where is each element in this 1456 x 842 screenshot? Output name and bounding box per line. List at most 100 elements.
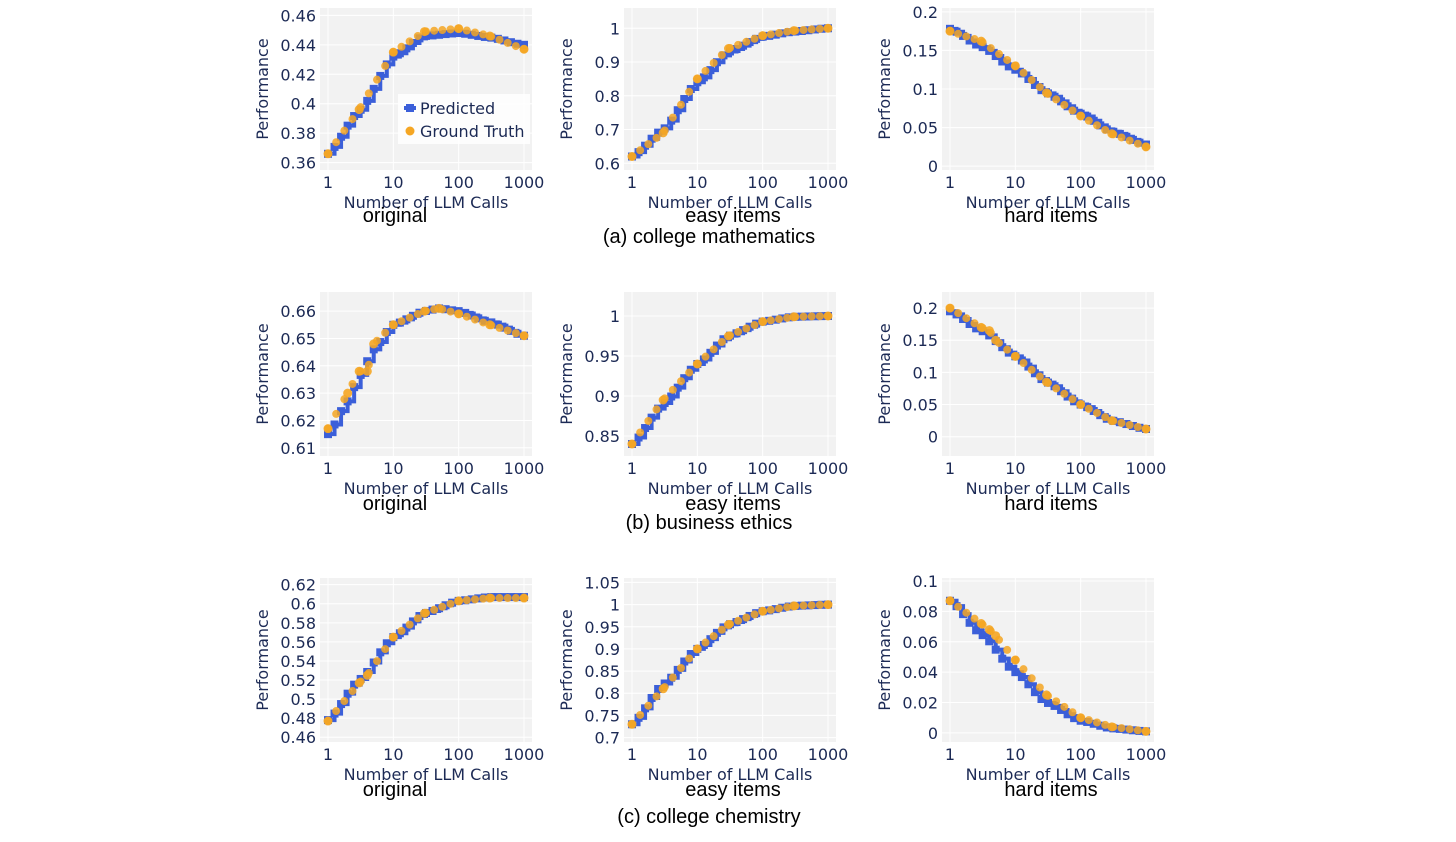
ground-truth-point (824, 600, 832, 609)
ground-truth-point (422, 608, 430, 617)
predicted-marker (1037, 695, 1046, 704)
predicted-marker (402, 623, 411, 632)
ground-truth-point (775, 315, 783, 324)
y-tick-label: 0.1 (913, 363, 938, 382)
predicted-marker (680, 374, 689, 383)
y-axis-title: Performance (557, 38, 576, 139)
ground-truth-point (734, 40, 743, 49)
ground-truth-point (471, 28, 479, 37)
group-caption: (a) college mathematics (603, 226, 815, 248)
ground-truth-point (962, 314, 971, 323)
ground-truth-point (1068, 708, 1077, 717)
predicted-marker (673, 106, 682, 115)
ground-truth-point (978, 323, 987, 332)
ground-truth-point (438, 602, 447, 611)
ground-truth-point (332, 138, 341, 147)
x-axis-title: Number of LLM Calls (344, 479, 509, 498)
predicted-marker (330, 142, 339, 151)
ground-truth-point (717, 337, 726, 346)
ground-truth-point (348, 687, 357, 696)
ground-truth-point (405, 37, 414, 46)
ground-truth-point (1052, 95, 1061, 104)
y-tick-label: 0.65 (280, 329, 316, 348)
predicted-marker (1030, 369, 1039, 378)
predicted-marker (428, 31, 437, 40)
y-tick-label: 0.9 (595, 640, 620, 659)
ground-truth-point (1093, 121, 1101, 130)
predicted-marker (991, 645, 1000, 654)
plot-area (942, 292, 1154, 456)
y-tick-label: 0.95 (584, 347, 620, 366)
ground-truth-point (364, 669, 373, 678)
ground-truth-point (438, 26, 447, 35)
ground-truth-point (1142, 424, 1150, 433)
ground-truth-point (389, 48, 398, 57)
subplot-8: 1 10 100 1000 0 0.02 0.04 0.06 0.08 0.1 Number of … (875, 572, 1166, 801)
y-tick-label: 0.04 (902, 663, 938, 682)
ground-truth-point (430, 305, 439, 314)
ground-truth-point (693, 644, 702, 653)
predicted-marker (985, 637, 994, 646)
x-axis-title: Number of LLM Calls (648, 765, 813, 784)
ground-truth-point (986, 44, 995, 53)
ground-truth-point (644, 140, 653, 149)
y-tick-label: 0.15 (902, 331, 938, 350)
ground-truth-point (799, 601, 808, 610)
ground-truth-point (1076, 112, 1085, 120)
ground-truth-point (677, 377, 685, 386)
x-tick-label: 1000 (504, 173, 545, 192)
x-axis-title: Number of LLM Calls (966, 193, 1131, 212)
y-tick-label: 1 (610, 19, 620, 38)
ground-truth-point (487, 321, 496, 330)
ground-truth-point (824, 312, 832, 320)
ground-truth-point (381, 61, 390, 70)
predicted-marker (634, 433, 643, 442)
ground-truth-point (503, 326, 512, 335)
predicted-marker (1011, 668, 1020, 677)
y-tick-label: 0 (928, 157, 938, 176)
ground-truth-point (373, 657, 381, 666)
y-tick-label: 0.02 (902, 694, 938, 713)
ground-truth-point (1125, 420, 1134, 429)
x-tick-label: 10 (383, 173, 403, 192)
ground-truth-point (668, 113, 677, 122)
x-tick-label: 100 (1065, 745, 1096, 764)
x-tick-label: 10 (1005, 173, 1025, 192)
ground-truth-point (750, 34, 759, 43)
ground-truth-point (1117, 133, 1126, 142)
y-tick-label: 1 (610, 307, 620, 326)
x-tick-label: 100 (443, 745, 474, 764)
ground-truth-point (487, 32, 496, 41)
ground-truth-point (717, 625, 726, 634)
y-tick-label: 0.75 (584, 706, 620, 725)
group-caption: (c) college chemistry (617, 806, 800, 828)
ground-truth-point (701, 638, 710, 647)
predicted-marker (1030, 688, 1039, 697)
y-tick-label: 0.44 (280, 36, 316, 55)
x-axis-title: Number of LLM Calls (344, 765, 509, 784)
ground-truth-point (413, 614, 422, 623)
ground-truth-point (742, 37, 751, 46)
ground-truth-point (954, 29, 963, 38)
ground-truth-point (1027, 76, 1036, 85)
ground-truth-point (636, 428, 645, 437)
predicted-marker (1122, 132, 1131, 141)
y-tick-label: 0.1 (913, 572, 938, 591)
y-tick-label: 0.1 (913, 80, 938, 99)
ground-truth-point (389, 633, 398, 642)
ground-truth-point (324, 717, 332, 726)
predicted-marker (382, 639, 391, 648)
predicted-marker (337, 407, 346, 416)
ground-truth-point (995, 338, 1003, 347)
ground-truth-point (1093, 408, 1101, 417)
ground-truth-point (405, 620, 414, 629)
y-tick-label: 0.46 (280, 728, 316, 747)
predicted-marker (998, 343, 1007, 352)
ground-truth-point (1035, 372, 1044, 381)
y-tick-label: 0.7 (595, 729, 620, 748)
predicted-marker (1004, 62, 1013, 71)
x-tick-label: 100 (747, 745, 778, 764)
ground-truth-point (430, 605, 439, 614)
predicted-marker (680, 657, 689, 666)
